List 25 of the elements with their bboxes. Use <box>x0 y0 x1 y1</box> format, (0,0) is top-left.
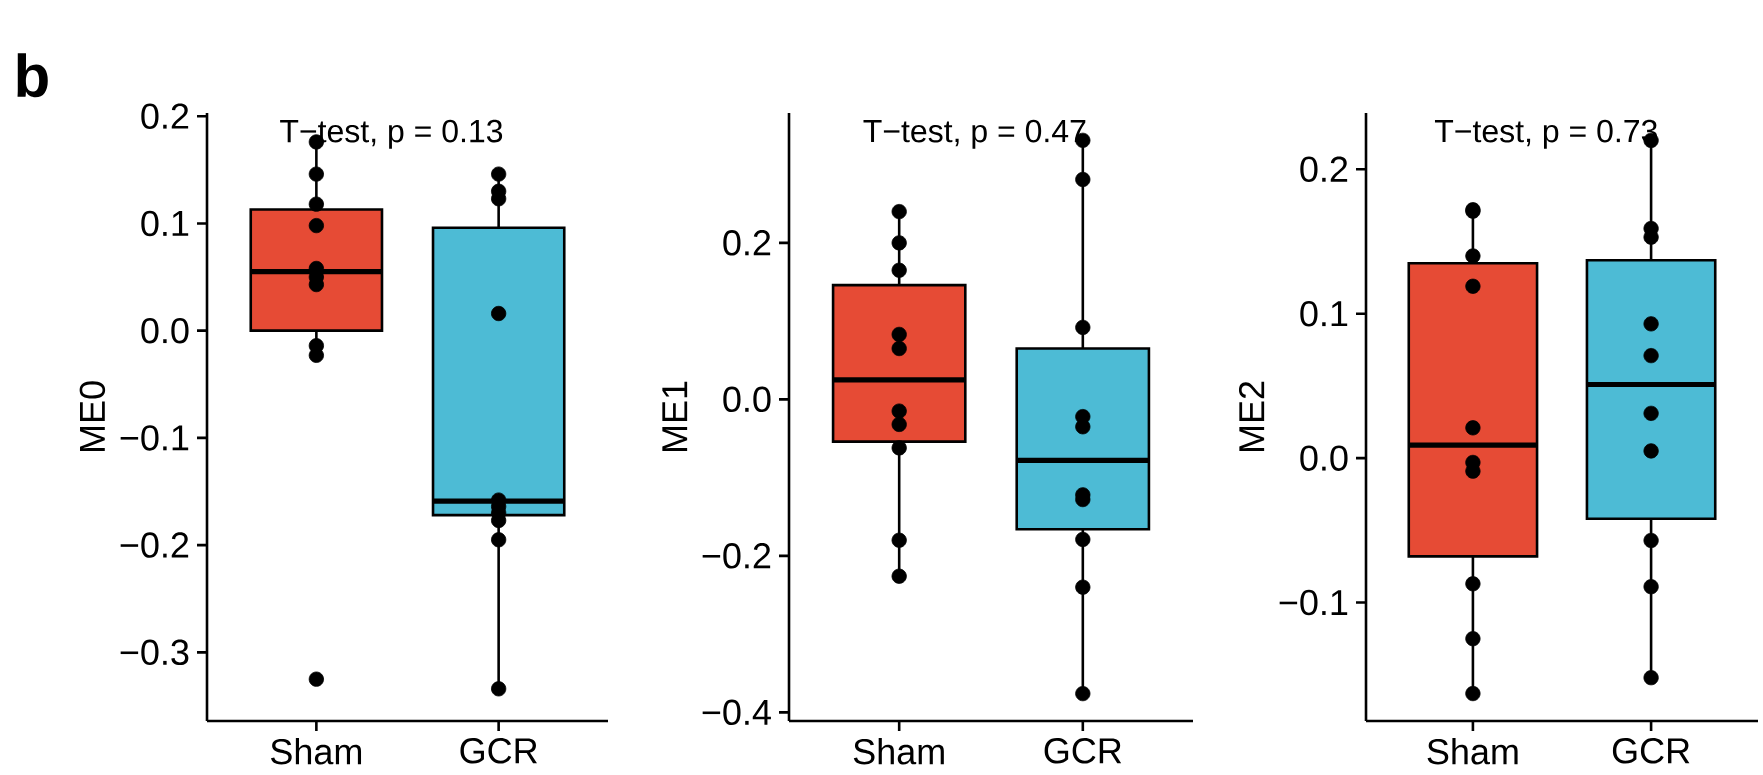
y-axis-title: ME0 <box>79 381 106 452</box>
chart-title: b <box>17 53 48 98</box>
x-tick-label: Sham <box>1427 738 1518 765</box>
y-tick-label: −0.1 <box>120 425 189 451</box>
annotation: T−test, p = 0.47 <box>863 119 1086 149</box>
x-tick-label: GCR <box>1612 738 1690 764</box>
y-tick-label: 0.0 <box>141 317 189 344</box>
y-tick-label: 0.0 <box>1300 445 1348 471</box>
y-tick-label: 0.2 <box>1300 156 1348 183</box>
y-axis-title: ME1 <box>662 381 688 452</box>
y-tick-label: 0.2 <box>723 230 771 256</box>
y-tick-label: −0.1 <box>1279 589 1348 616</box>
y-tick-label: 0.1 <box>1300 300 1348 327</box>
y-tick-label: 0.1 <box>141 210 189 237</box>
y-tick-label: −0.3 <box>120 639 189 666</box>
x-tick-label: GCR <box>460 738 537 764</box>
x-tick-label: GCR <box>1044 738 1122 764</box>
y-tick-label: 0.2 <box>141 103 189 129</box>
x-tick-label: Sham <box>270 738 362 765</box>
x-tick-label: Sham <box>853 738 944 765</box>
y-tick-label: 0.0 <box>723 386 771 413</box>
y-axis-title: ME2 <box>1238 381 1265 452</box>
y-tick-label: −0.2 <box>702 543 771 569</box>
y-tick-label: −0.2 <box>120 532 189 558</box>
y-tick-label: −0.4 <box>702 699 771 726</box>
